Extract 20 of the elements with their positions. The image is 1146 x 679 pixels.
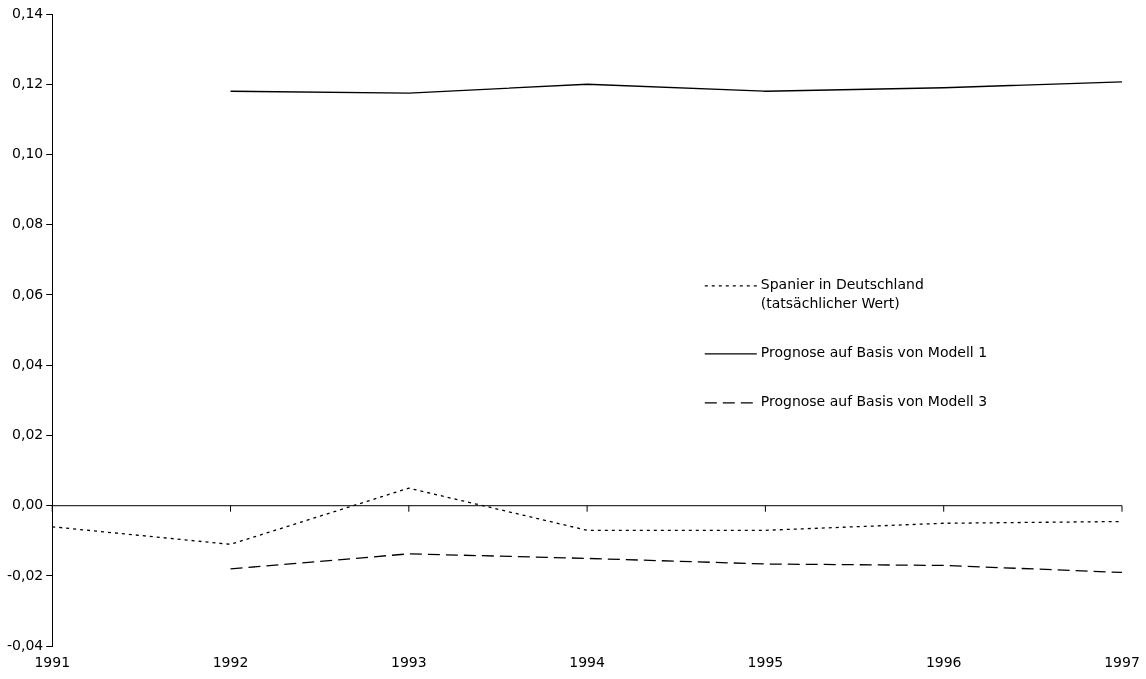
y-tick-label: -0,02 [6, 566, 44, 583]
y-tick-label: 0,02 [12, 426, 44, 443]
x-tick-label: 1997 [1104, 654, 1140, 671]
y-tick-label: 0,06 [12, 285, 44, 302]
legend-label: Prognose auf Basis von Modell 3 [760, 393, 988, 410]
y-tick-label: 0,14 [12, 4, 44, 21]
y-tick-label: 0,08 [12, 215, 44, 232]
y-tick-label: 0,10 [12, 145, 44, 162]
x-tick-label: 1992 [212, 654, 249, 671]
x-tick-label: 1991 [34, 654, 71, 671]
y-tick-label: 0,04 [12, 355, 44, 372]
y-tick-label: 0,00 [12, 496, 44, 513]
x-tick-label: 1996 [925, 654, 962, 671]
legend-label: Prognose auf Basis von Modell 1 [760, 344, 988, 361]
x-tick-label: 1994 [569, 654, 606, 671]
y-tick-label: -0,04 [6, 636, 44, 653]
legend-label: Spanier in Deutschland (tatsächlicher Wert) [760, 276, 924, 312]
y-tick-label: 0,12 [12, 74, 44, 91]
x-tick-label: 1993 [391, 654, 427, 671]
x-tick-label: 1995 [747, 654, 784, 671]
